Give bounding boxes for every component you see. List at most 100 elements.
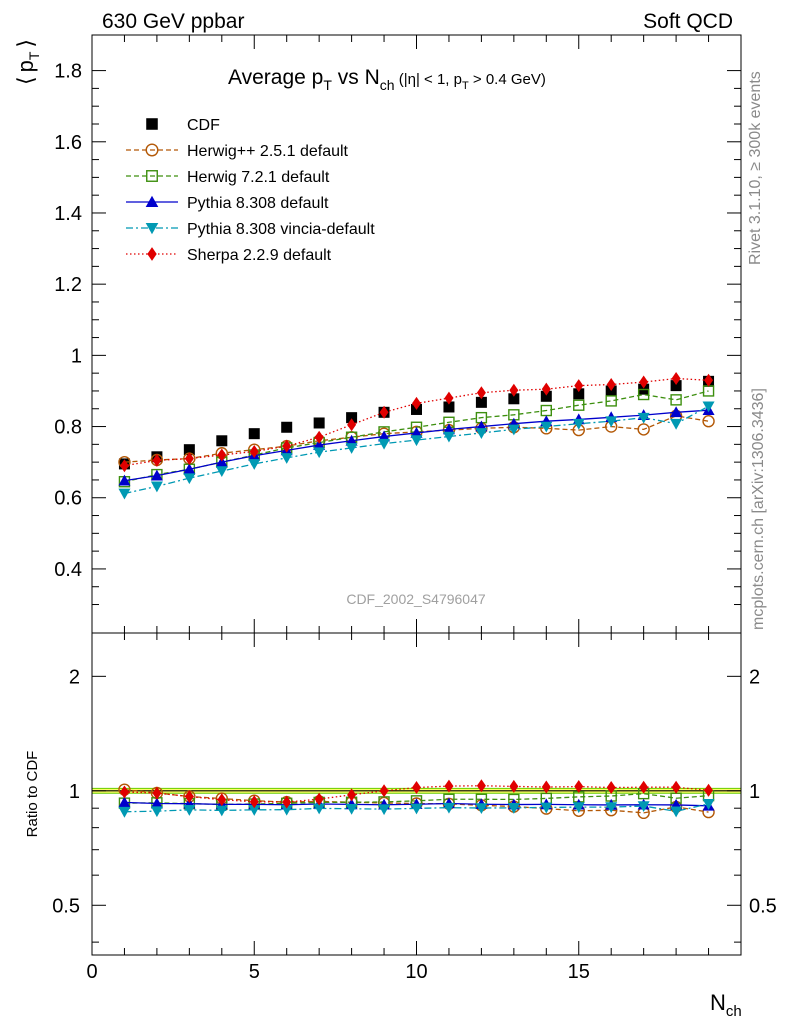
ratio-ytick-label-right: 1 xyxy=(749,781,760,803)
legend-entry: Pythia 8.308 default xyxy=(126,195,329,212)
data-point xyxy=(150,481,163,493)
data-point xyxy=(118,488,131,500)
main-ytick-label: 0.6 xyxy=(54,488,82,510)
main-axis-ticks: 0.4 0.6 0.8 1 1.2 1.4 1.6 1.8 xyxy=(54,35,741,633)
data-point xyxy=(313,417,325,429)
data-point xyxy=(347,418,357,432)
data-point xyxy=(670,380,682,392)
title-part-b: vs N xyxy=(332,66,380,89)
ratio-series-sherpa-2-2-9-default xyxy=(119,779,714,809)
ratio-data-point xyxy=(249,795,259,809)
data-point xyxy=(540,390,552,402)
data-point xyxy=(573,399,585,411)
ratio-ytick-label-left: 1 xyxy=(69,781,80,803)
ratio-data-point xyxy=(378,804,391,816)
ratio-data-point xyxy=(637,801,650,813)
header-left-label: 630 GeV ppbar xyxy=(102,10,244,33)
data-point xyxy=(314,430,324,444)
analysis-watermark: CDF_2002_S4796047 xyxy=(346,591,486,607)
legend-label: Pythia 8.308 default xyxy=(187,195,329,212)
ratio-data-point xyxy=(280,804,293,816)
main-ytick-label: 1.2 xyxy=(54,274,82,296)
ratio-axis-ticks: 0.5 0.5 1 1 2 2 0 5 10 15 xyxy=(52,633,777,983)
ratio-data-point xyxy=(540,802,553,814)
ratio-data-point xyxy=(184,790,194,804)
ratio-data-point xyxy=(639,780,649,794)
ratio-data-point xyxy=(605,802,618,814)
data-point xyxy=(248,428,260,440)
title-sub-a: T xyxy=(323,77,332,93)
ylabel-p: p xyxy=(13,60,38,72)
mcplots-label: mcplots.cern.ch [arXiv:1306.3436] xyxy=(750,388,767,630)
legend-marker xyxy=(145,222,159,235)
legend-label: Pythia 8.308 vincia-default xyxy=(187,221,375,238)
ratio-data-point xyxy=(671,780,681,794)
data-point xyxy=(444,391,454,405)
ratio-data-point xyxy=(118,796,131,808)
legend-entry: Sherpa 2.2.9 default xyxy=(126,247,332,264)
data-point xyxy=(248,459,261,470)
data-point xyxy=(605,395,617,407)
data-point xyxy=(443,401,455,413)
ratio-data-point xyxy=(313,803,326,815)
ylabel-open: ⟨ xyxy=(13,76,38,85)
data-point xyxy=(574,379,584,393)
data-point xyxy=(639,375,649,389)
data-point xyxy=(183,444,195,456)
data-point xyxy=(313,439,326,450)
data-point xyxy=(412,396,421,410)
data-point xyxy=(345,443,358,454)
ratio-data-point xyxy=(509,779,519,793)
ratio-data-point xyxy=(282,795,292,809)
data-point xyxy=(507,424,520,436)
legend-entry: Herwig++ 2.5.1 default xyxy=(126,143,349,160)
title-sub-c: T xyxy=(462,80,469,92)
series-pythia-8-308-vincia-default xyxy=(118,401,715,500)
ratio-data-point xyxy=(152,786,162,800)
data-point xyxy=(119,459,129,473)
legend-marker xyxy=(145,195,159,208)
xlabel-sub: ch xyxy=(726,1003,742,1020)
data-point xyxy=(183,473,196,485)
legend-marker xyxy=(146,118,158,130)
data-point xyxy=(509,383,519,397)
xlabel-main: N xyxy=(710,990,726,1015)
data-point xyxy=(442,423,455,435)
data-point xyxy=(671,371,681,385)
ratio-ylabel: Ratio to CDF xyxy=(24,751,41,838)
data-point xyxy=(410,426,423,438)
data-point xyxy=(150,469,163,481)
data-point xyxy=(345,434,358,446)
ylabel-close: ⟩ xyxy=(13,39,38,48)
data-point xyxy=(442,431,455,443)
data-point xyxy=(702,401,715,413)
ratio-data-point xyxy=(475,803,488,815)
svg-text:⟨pT⟩: ⟨ pT ⟩ xyxy=(13,39,42,85)
data-point xyxy=(572,418,585,430)
ratio-ytick-label-right: 0.5 xyxy=(749,895,777,917)
legend: CDF Herwig++ 2.5.1 default Herwig 7.2.1 de… xyxy=(126,117,375,264)
main-ytick-label: 1 xyxy=(71,345,82,367)
data-point xyxy=(670,406,683,418)
data-point xyxy=(346,412,358,424)
xtick-label: 10 xyxy=(405,961,427,983)
header-right-label: Soft QCD xyxy=(643,10,733,33)
ratio-data-point xyxy=(541,780,551,794)
data-point xyxy=(281,421,293,433)
data-point xyxy=(215,456,228,467)
ratio-ytick-label-left: 0.5 xyxy=(52,895,80,917)
data-point xyxy=(379,405,389,419)
data-point xyxy=(217,448,227,462)
ratio-ytick-label-right: 2 xyxy=(749,666,760,688)
data-point xyxy=(573,388,585,400)
ratio-data-point xyxy=(507,803,520,814)
ratio-ytick-label-left: 2 xyxy=(69,666,80,688)
rivet-label: Rivet 3.1.10, ≥ 300k events xyxy=(747,71,764,265)
ratio-data-point xyxy=(248,805,261,816)
title-part-a: Average p xyxy=(228,66,323,89)
data-point xyxy=(378,438,391,450)
data-point xyxy=(216,435,228,447)
title-sub-b: ch xyxy=(380,77,395,93)
data-point xyxy=(475,428,488,439)
